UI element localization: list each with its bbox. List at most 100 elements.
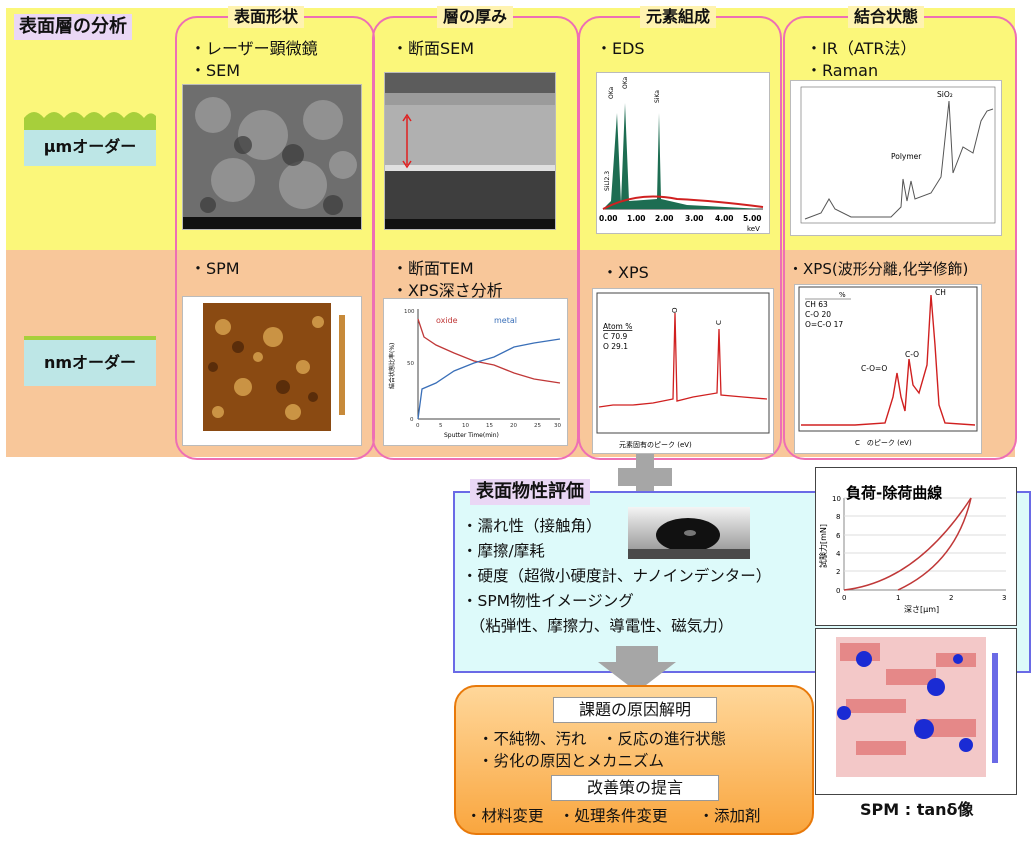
tick-label: 0 — [836, 587, 840, 595]
list-item: ・XPS — [602, 263, 649, 282]
column-bonding-bottom-list: ・XPS(波形分離,化学修飾) — [788, 258, 968, 280]
spm-afm-image — [182, 296, 362, 446]
peak-label: CH — [935, 288, 946, 297]
results-box — [454, 685, 814, 835]
micro-scale-label: μmオーダー — [24, 130, 156, 166]
peak-label: OKa — [622, 76, 629, 89]
column-composition-bottom-list: ・XPS — [602, 262, 649, 284]
column-shape-header: 表面形状 — [228, 6, 305, 28]
column-thickness-bottom-list: ・断面TEM ・XPS深さ分析 — [392, 258, 503, 302]
main-title: 表面層の分析 — [14, 14, 132, 40]
peak-label: SiLl2.3 — [604, 171, 611, 191]
y-axis-label: 試験力[mN] — [818, 524, 828, 568]
peak-label: C-O — [905, 350, 919, 359]
column-composition-header: 元素組成 — [640, 6, 717, 28]
tick-label: 0 — [842, 594, 846, 602]
tick-label: 10 — [462, 423, 469, 429]
xps-survey-spectrum: O C Atom % C 70.9 O 29.1 元素固有のピーク (eV) — [592, 288, 774, 454]
tick-label: 100 — [404, 309, 415, 315]
legend-metal: metal — [494, 316, 517, 325]
tick-label: 0 — [416, 423, 420, 429]
spectrum-caption: 元素固有のピーク (eV) — [619, 440, 692, 449]
x-axis-label: Sputter Time(min) — [444, 432, 499, 439]
x-axis-label: 深さ[μm] — [904, 605, 939, 614]
peak-label: SiKa — [654, 90, 661, 103]
tick-label: 2 — [949, 594, 953, 602]
unit-label: keV — [747, 225, 760, 233]
tick-label: 25 — [534, 423, 541, 429]
spm-tan-delta-image — [815, 628, 1017, 795]
tick-label: 10 — [832, 495, 841, 503]
tick-label: 20 — [510, 423, 517, 429]
column-bonding-header: 結合状態 — [848, 6, 925, 28]
ir-peak-label: SiO₂ — [937, 90, 953, 99]
tick-label: 2.00 — [655, 214, 674, 223]
column-bonding-top-list: ・IR（ATR法） ・Raman — [806, 38, 916, 82]
peak-label: C — [715, 320, 723, 325]
tick-label: 1.00 — [627, 214, 646, 223]
list-item: ・XPS深さ分析 — [392, 281, 503, 300]
peak-label: O — [671, 307, 679, 313]
micro-scale-icon: μmオーダー — [24, 104, 156, 168]
rough-surface-icon — [24, 112, 156, 134]
list-item: ・IR（ATR法） — [806, 39, 917, 58]
contact-angle-droplet-image — [628, 507, 750, 559]
evaluation-item: ・硬度（超微小硬度計、ナノインデンター） — [462, 567, 772, 585]
tick-label: 2 — [836, 568, 840, 576]
list-item: ・Raman — [806, 61, 879, 80]
table-row: O=C-O 17 — [805, 320, 843, 329]
plus-connector-icon — [618, 454, 672, 500]
flat-surface-icon — [24, 336, 156, 340]
cause-analysis-title: 課題の原因解明 — [553, 697, 717, 723]
sem-surface-image — [182, 84, 362, 230]
evaluation-list: ・濡れ性（接触角） ・摩擦/摩耗 ・硬度（超微小硬度計、ナノインデンター） ・S… — [462, 514, 771, 639]
tick-label: 5 — [439, 423, 443, 429]
evaluation-item: ・濡れ性（接触角） — [462, 517, 602, 535]
nano-scale-label: nmオーダー — [24, 340, 156, 386]
evaluation-item: ・SPM物性イメージング — [462, 592, 634, 610]
list-item: ・断面SEM — [392, 39, 475, 58]
list-item: ・SPM — [190, 259, 240, 278]
atom-table-header: Atom % — [603, 322, 632, 331]
atom-row: C 70.9 — [603, 332, 628, 341]
peak-label: C-O=O — [861, 364, 887, 373]
tick-label: 8 — [836, 513, 840, 521]
table-row: CH 63 — [805, 300, 828, 309]
list-item: ・XPS(波形分離,化学修飾) — [788, 260, 969, 278]
column-shape-bottom-list: ・SPM — [190, 258, 240, 280]
tick-label: 1 — [896, 594, 900, 602]
tick-label: 0 — [410, 417, 414, 423]
column-thickness-header: 層の厚み — [437, 6, 514, 28]
ir-spectrum: SiO₂ Polymer — [790, 80, 1002, 236]
tick-label: 15 — [486, 423, 493, 429]
result-line: ・不純物、汚れ ・反応の進行状態 — [478, 730, 727, 748]
tick-label: 5.00 — [743, 214, 762, 223]
tan-delta-caption: SPM : tanδ像 — [860, 800, 974, 819]
evaluation-item: ・摩擦/摩耗 — [462, 542, 545, 560]
evaluation-item: （粘弾性、摩擦力、導電性、磁気力） — [462, 617, 734, 635]
list-item: ・EDS — [596, 39, 645, 58]
column-composition-top-list: ・EDS — [596, 38, 645, 60]
peak-label: OKa — [608, 86, 615, 99]
y-axis-label: 結合状態比率(%) — [388, 343, 396, 389]
tick-label: 3 — [1002, 594, 1006, 602]
improvement-proposal-title: 改善策の提言 — [551, 775, 719, 801]
table-header: % — [839, 291, 846, 299]
list-item: ・レーザー顕微鏡 — [190, 39, 318, 58]
list-item: ・SEM — [190, 61, 241, 80]
evaluation-title: 表面物性評価 — [470, 479, 590, 505]
result-line: ・材料変更 ・処理条件変更 ・添加剤 — [466, 807, 761, 825]
table-row: C-O 20 — [805, 310, 831, 319]
tick-label: 50 — [407, 361, 414, 367]
cross-section-sem-image — [384, 72, 556, 230]
legend-oxide: oxide — [436, 316, 458, 325]
load-curve-title: 負荷-除荷曲線 — [846, 484, 942, 502]
spectrum-caption: C のピーク (eV) — [855, 439, 912, 447]
tick-label: 0.00 — [599, 214, 618, 223]
atom-row: O 29.1 — [603, 342, 628, 351]
column-shape-top-list: ・レーザー顕微鏡 ・SEM — [190, 38, 318, 82]
xps-depth-profile-chart: oxide metal Sputter Time(min) 結合状態比率(%) … — [383, 298, 568, 446]
tick-label: 4.00 — [715, 214, 734, 223]
tick-label: 6 — [836, 532, 841, 540]
xps-c1s-spectrum: CH C-O C-O=O % CH 63 C-O 20 O=C-O 17 C の… — [794, 284, 982, 454]
